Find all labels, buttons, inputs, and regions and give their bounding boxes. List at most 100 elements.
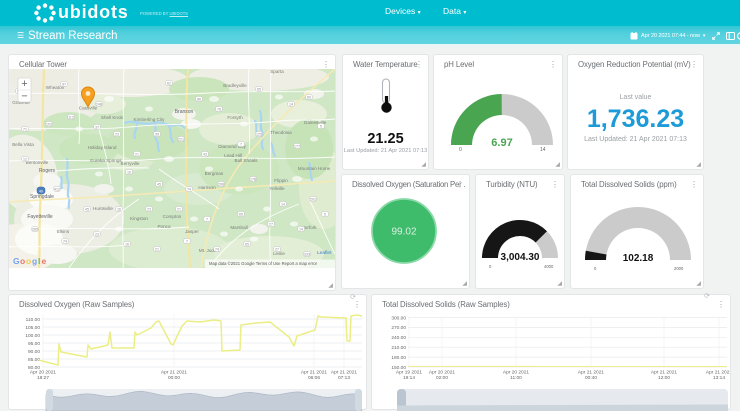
svg-text:27: 27 xyxy=(275,248,279,252)
svg-text:100.00: 100.00 xyxy=(25,333,40,339)
svg-text:97: 97 xyxy=(62,83,66,87)
svg-text:00:00: 00:00 xyxy=(168,375,180,381)
svg-text:62: 62 xyxy=(167,82,171,86)
svg-text:37: 37 xyxy=(95,126,99,130)
svg-text:o: o xyxy=(26,256,31,266)
svg-text:Shell Knob: Shell Knob xyxy=(101,115,124,120)
svg-text:Wheaton: Wheaton xyxy=(46,85,65,90)
svg-text:74: 74 xyxy=(215,248,219,252)
svg-text:Bull Shoals: Bull Shoals xyxy=(235,158,259,163)
svg-text:95.00: 95.00 xyxy=(28,341,40,347)
svg-text:14: 14 xyxy=(281,203,285,207)
svg-text:Apr 21 2021: Apr 21 2021 xyxy=(651,370,677,376)
svg-text:85.00: 85.00 xyxy=(28,357,40,363)
svg-text:99.02: 99.02 xyxy=(391,227,416,238)
svg-text:60: 60 xyxy=(307,96,311,100)
svg-text:o: o xyxy=(20,256,25,266)
svg-text:Gravette: Gravette xyxy=(12,100,30,105)
svg-text:−: − xyxy=(21,91,27,103)
svg-text:Branson: Branson xyxy=(175,109,194,115)
svg-text:21: 21 xyxy=(135,153,139,157)
svg-text:206: 206 xyxy=(218,183,224,187)
svg-text:Kingston: Kingston xyxy=(130,216,148,221)
svg-text:07:13: 07:13 xyxy=(338,375,350,381)
svg-text:Apr 21 2021: Apr 21 2021 xyxy=(578,370,604,376)
svg-text:65: 65 xyxy=(239,213,243,217)
svg-text:Kimberling City: Kimberling City xyxy=(134,117,166,122)
svg-text:Eureka Springs: Eureka Springs xyxy=(90,158,122,163)
svg-text:23: 23 xyxy=(95,233,99,237)
svg-text:Holiday Island: Holiday Island xyxy=(88,145,117,150)
svg-text:Cassville: Cassville xyxy=(79,106,98,111)
svg-text:178: 178 xyxy=(250,178,256,182)
svg-text:Diamond City: Diamond City xyxy=(218,144,246,149)
svg-text:Sparta: Sparta xyxy=(270,69,284,74)
svg-text:Forsyth: Forsyth xyxy=(227,115,243,120)
svg-text:Theodosia: Theodosia xyxy=(270,130,292,135)
svg-text:Gainesville: Gainesville xyxy=(304,120,327,125)
svg-text:102: 102 xyxy=(46,123,52,127)
svg-text:Apr 21 2021: Apr 21 2021 xyxy=(706,370,730,376)
svg-text:412: 412 xyxy=(54,188,60,192)
svg-text:Flippin: Flippin xyxy=(274,178,288,183)
svg-text:Apr 20 2021: Apr 20 2021 xyxy=(429,370,455,376)
svg-text:13:14: 13:14 xyxy=(713,375,725,381)
svg-text:Ponca: Ponca xyxy=(157,224,170,229)
svg-text:Apr 20 2021: Apr 20 2021 xyxy=(503,370,529,376)
svg-text:125: 125 xyxy=(256,133,262,137)
svg-text:240.00: 240.00 xyxy=(391,335,406,341)
svg-text:16: 16 xyxy=(125,243,129,247)
svg-text:7: 7 xyxy=(240,143,242,147)
svg-text:Marshall: Marshall xyxy=(230,225,247,230)
svg-text:Bradleyville: Bradleyville xyxy=(223,83,247,88)
svg-text:201: 201 xyxy=(310,198,316,202)
svg-text:16: 16 xyxy=(127,171,131,175)
svg-text:7: 7 xyxy=(186,240,188,244)
svg-text:Elkins: Elkins xyxy=(57,229,70,234)
svg-text:Jasper: Jasper xyxy=(185,229,199,234)
svg-text:Compton: Compton xyxy=(163,214,182,219)
svg-text:Berryville: Berryville xyxy=(121,161,140,166)
svg-text:16: 16 xyxy=(117,208,121,212)
svg-text:06:06: 06:06 xyxy=(308,375,320,381)
svg-text:14: 14 xyxy=(289,103,293,107)
svg-text:Fayetteville: Fayetteville xyxy=(27,214,53,220)
svg-text:49: 49 xyxy=(39,189,43,193)
svg-text:+: + xyxy=(21,78,27,90)
svg-text:14: 14 xyxy=(299,228,303,232)
svg-text:02:00: 02:00 xyxy=(436,375,448,381)
svg-text:43: 43 xyxy=(203,153,207,157)
svg-text:Mountain Home: Mountain Home xyxy=(298,166,331,171)
svg-text:18:27: 18:27 xyxy=(37,375,49,381)
svg-text:Bentonville: Bentonville xyxy=(26,160,49,165)
svg-text:270.00: 270.00 xyxy=(391,325,406,331)
svg-text:Apr 21 2021: Apr 21 2021 xyxy=(301,370,327,376)
svg-text:65: 65 xyxy=(245,243,249,247)
svg-text:150.00: 150.00 xyxy=(391,365,406,371)
svg-text:74: 74 xyxy=(63,240,67,244)
svg-text:Lead Hill: Lead Hill xyxy=(224,153,242,158)
svg-text:e: e xyxy=(42,256,47,266)
svg-text:21: 21 xyxy=(155,248,159,252)
svg-text:Rogers: Rogers xyxy=(39,168,56,174)
svg-text:76: 76 xyxy=(217,108,221,112)
svg-text:11:00: 11:00 xyxy=(510,375,522,381)
svg-text:86: 86 xyxy=(197,98,201,102)
svg-text:Harrison: Harrison xyxy=(198,185,216,190)
svg-text:112: 112 xyxy=(68,116,74,120)
svg-text:5: 5 xyxy=(324,213,326,217)
svg-text:7: 7 xyxy=(206,218,208,222)
svg-text:5: 5 xyxy=(320,125,322,129)
svg-text:27: 27 xyxy=(269,223,273,227)
svg-text:110.00: 110.00 xyxy=(26,317,41,323)
svg-text:Springdale: Springdale xyxy=(30,194,54,200)
svg-text:80.00: 80.00 xyxy=(28,365,40,371)
svg-text:Apr 20 2021: Apr 20 2021 xyxy=(30,370,56,376)
svg-text:Huntsville: Huntsville xyxy=(93,206,113,211)
svg-text:65: 65 xyxy=(257,88,261,92)
svg-text:Map data ©2021 Google Terms: Map data ©2021 Google Terms of Use Repor… xyxy=(209,261,318,266)
svg-text:300.00: 300.00 xyxy=(391,315,406,321)
svg-text:g: g xyxy=(32,256,37,266)
svg-text:23: 23 xyxy=(115,133,119,137)
svg-text:90.00: 90.00 xyxy=(28,349,40,355)
